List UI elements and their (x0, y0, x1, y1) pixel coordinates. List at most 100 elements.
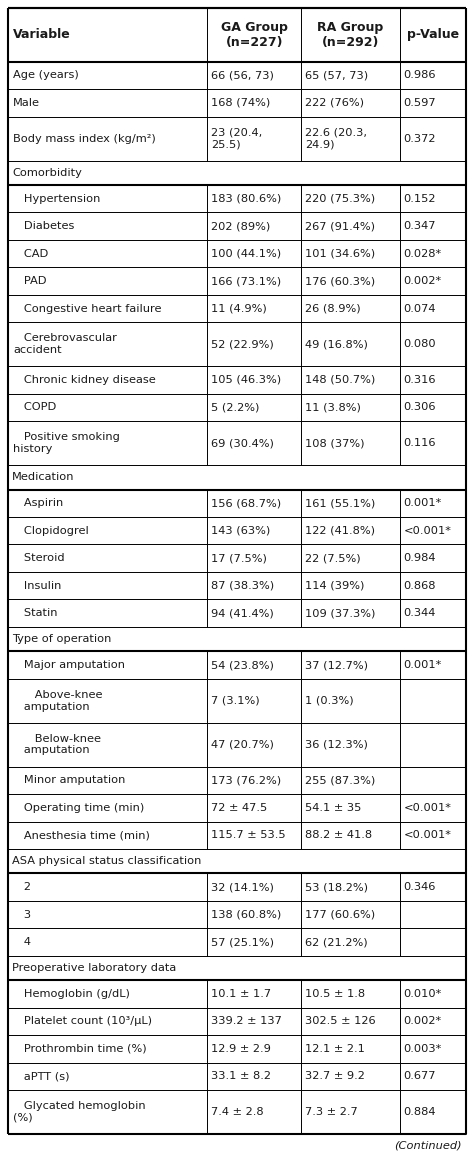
Text: 148 (50.7%): 148 (50.7%) (305, 375, 375, 385)
Text: Glycated hemoglobin
(%): Glycated hemoglobin (%) (13, 1101, 146, 1123)
Text: CAD: CAD (13, 248, 48, 259)
Text: 36 (12.3%): 36 (12.3%) (305, 740, 368, 749)
Text: Minor amputation: Minor amputation (13, 775, 126, 786)
Text: 94 (41.4%): 94 (41.4%) (211, 608, 274, 619)
Text: Platelet count (10³/μL): Platelet count (10³/μL) (13, 1016, 152, 1027)
Text: 65 (57, 73): 65 (57, 73) (305, 71, 368, 80)
Text: 69 (30.4%): 69 (30.4%) (211, 439, 274, 448)
Text: 11 (3.8%): 11 (3.8%) (305, 402, 361, 413)
Text: 3: 3 (13, 909, 31, 920)
Text: Prothrombin time (%): Prothrombin time (%) (13, 1044, 146, 1054)
Text: 100 (44.1%): 100 (44.1%) (211, 248, 282, 259)
Text: 109 (37.3%): 109 (37.3%) (305, 608, 375, 619)
Text: 161 (55.1%): 161 (55.1%) (305, 499, 375, 508)
Text: 0.010*: 0.010* (403, 989, 442, 998)
Text: PAD: PAD (13, 276, 46, 286)
Text: Medication: Medication (12, 473, 74, 482)
Text: 138 (60.8%): 138 (60.8%) (211, 909, 282, 920)
Text: Above-knee
   amputation: Above-knee amputation (13, 690, 102, 711)
Text: 156 (68.7%): 156 (68.7%) (211, 499, 282, 508)
Text: 101 (34.6%): 101 (34.6%) (305, 248, 375, 259)
Text: Congestive heart failure: Congestive heart failure (13, 303, 162, 314)
Text: 0.372: 0.372 (403, 134, 436, 143)
Text: Aspirin: Aspirin (13, 499, 63, 508)
Text: 52 (22.9%): 52 (22.9%) (211, 340, 274, 349)
Text: 53 (18.2%): 53 (18.2%) (305, 882, 368, 893)
Text: 26 (8.9%): 26 (8.9%) (305, 303, 361, 314)
Text: <0.001*: <0.001* (403, 830, 451, 841)
Text: Cerebrovascular
accident: Cerebrovascular accident (13, 334, 117, 355)
Text: 7.3 ± 2.7: 7.3 ± 2.7 (305, 1107, 358, 1117)
Text: 222 (76%): 222 (76%) (305, 98, 364, 108)
Text: 4: 4 (13, 937, 31, 947)
Text: 49 (16.8%): 49 (16.8%) (305, 340, 368, 349)
Text: Hypertension: Hypertension (13, 194, 100, 203)
Text: <0.001*: <0.001* (403, 526, 451, 536)
Text: 54 (23.8%): 54 (23.8%) (211, 660, 274, 670)
Text: Statin: Statin (13, 608, 57, 619)
Text: 176 (60.3%): 176 (60.3%) (305, 276, 375, 286)
Text: 168 (74%): 168 (74%) (211, 98, 271, 108)
Text: 0.986: 0.986 (403, 71, 436, 80)
Text: Comorbidity: Comorbidity (12, 168, 82, 178)
Text: 0.316: 0.316 (403, 375, 436, 385)
Text: 11 (4.9%): 11 (4.9%) (211, 303, 267, 314)
Text: 114 (39%): 114 (39%) (305, 581, 365, 590)
Text: 202 (89%): 202 (89%) (211, 221, 271, 232)
Text: <0.001*: <0.001* (403, 803, 451, 813)
Text: Preoperative laboratory data: Preoperative laboratory data (12, 963, 176, 973)
Text: 12.9 ± 2.9: 12.9 ± 2.9 (211, 1044, 271, 1054)
Text: Positive smoking
history: Positive smoking history (13, 433, 120, 454)
Text: 33.1 ± 8.2: 33.1 ± 8.2 (211, 1071, 271, 1082)
Text: 37 (12.7%): 37 (12.7%) (305, 660, 368, 670)
Text: 0.984: 0.984 (403, 553, 436, 563)
Text: 105 (46.3%): 105 (46.3%) (211, 375, 282, 385)
Text: 0.001*: 0.001* (403, 660, 442, 670)
Text: 22.6 (20.3,
24.9): 22.6 (20.3, 24.9) (305, 128, 367, 149)
Text: 0.306: 0.306 (403, 402, 436, 413)
Text: aPTT (s): aPTT (s) (13, 1071, 70, 1082)
Text: 173 (76.2%): 173 (76.2%) (211, 775, 282, 786)
Text: 0.116: 0.116 (403, 439, 436, 448)
Text: 7 (3.1%): 7 (3.1%) (211, 696, 260, 706)
Text: 7.4 ± 2.8: 7.4 ± 2.8 (211, 1107, 264, 1117)
Text: 66 (56, 73): 66 (56, 73) (211, 71, 274, 80)
Text: Clopidogrel: Clopidogrel (13, 526, 89, 536)
Text: 32 (14.1%): 32 (14.1%) (211, 882, 274, 893)
Text: 54.1 ± 35: 54.1 ± 35 (305, 803, 362, 813)
Text: 115.7 ± 53.5: 115.7 ± 53.5 (211, 830, 286, 841)
Text: 0.152: 0.152 (403, 194, 436, 203)
Text: 0.002*: 0.002* (403, 1016, 442, 1027)
Text: 0.346: 0.346 (403, 882, 436, 893)
Text: 0.080: 0.080 (403, 340, 436, 349)
Text: 12.1 ± 2.1: 12.1 ± 2.1 (305, 1044, 365, 1054)
Text: Chronic kidney disease: Chronic kidney disease (13, 375, 156, 385)
Text: 0.074: 0.074 (403, 303, 436, 314)
Text: 255 (87.3%): 255 (87.3%) (305, 775, 375, 786)
Text: Diabetes: Diabetes (13, 221, 74, 232)
Text: 10.1 ± 1.7: 10.1 ± 1.7 (211, 989, 271, 998)
Text: 0.028*: 0.028* (403, 248, 442, 259)
Text: 0.868: 0.868 (403, 581, 436, 590)
Text: Insulin: Insulin (13, 581, 61, 590)
Text: Male: Male (13, 98, 40, 108)
Text: 108 (37%): 108 (37%) (305, 439, 365, 448)
Text: 72 ± 47.5: 72 ± 47.5 (211, 803, 267, 813)
Text: 183 (80.6%): 183 (80.6%) (211, 194, 282, 203)
Text: 302.5 ± 126: 302.5 ± 126 (305, 1016, 376, 1027)
Text: 0.597: 0.597 (403, 98, 436, 108)
Text: Type of operation: Type of operation (12, 634, 111, 644)
Text: 267 (91.4%): 267 (91.4%) (305, 221, 375, 232)
Text: Operating time (min): Operating time (min) (13, 803, 144, 813)
Text: 0.002*: 0.002* (403, 276, 442, 286)
Text: 143 (63%): 143 (63%) (211, 526, 271, 536)
Text: 47 (20.7%): 47 (20.7%) (211, 740, 274, 749)
Text: 62 (21.2%): 62 (21.2%) (305, 937, 368, 947)
Text: 0.001*: 0.001* (403, 499, 442, 508)
Text: p-Value: p-Value (407, 28, 459, 41)
Text: RA Group
(n=292): RA Group (n=292) (317, 21, 383, 49)
Text: COPD: COPD (13, 402, 56, 413)
Text: 177 (60.6%): 177 (60.6%) (305, 909, 375, 920)
Text: Steroid: Steroid (13, 553, 64, 563)
Text: Anesthesia time (min): Anesthesia time (min) (13, 830, 150, 841)
